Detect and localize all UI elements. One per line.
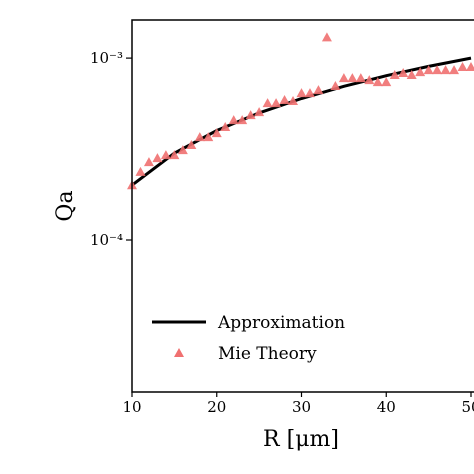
mie-point — [440, 65, 451, 75]
legend-marker — [174, 348, 184, 357]
mie-point — [466, 62, 474, 72]
mie-point — [330, 81, 341, 91]
mie-point — [254, 107, 265, 117]
legend-label: Approximation — [217, 313, 345, 333]
x-tick-label: 50 — [461, 398, 474, 416]
mie-point — [135, 166, 146, 176]
mie-point — [186, 139, 197, 149]
approximation-line — [131, 56, 472, 187]
mie-point — [372, 77, 383, 87]
y-axis-label: Qa — [53, 190, 78, 221]
x-tick-label: 30 — [292, 398, 311, 416]
mie-point — [449, 65, 460, 75]
mie-point — [279, 95, 290, 105]
y-tick-label: 10⁻⁴ — [90, 231, 123, 249]
mie-point — [228, 115, 239, 125]
mie-point — [160, 150, 171, 160]
mie-point — [245, 110, 256, 120]
mie-point — [432, 65, 443, 75]
mie-point — [381, 77, 392, 87]
mie-point — [338, 73, 349, 83]
mie-point — [288, 96, 299, 106]
mie-point — [415, 67, 426, 77]
legend-label: Mie Theory — [218, 344, 317, 364]
mie-point — [296, 88, 307, 98]
mie-point — [321, 32, 332, 42]
mie-point — [423, 65, 434, 75]
mie-point — [355, 73, 366, 83]
mie-point — [262, 98, 273, 108]
mie-point — [211, 128, 222, 138]
mie-point — [169, 150, 180, 160]
mie-point — [177, 145, 188, 155]
mie-point — [220, 122, 231, 132]
mie-point — [398, 68, 409, 78]
x-tick-label: 20 — [207, 398, 226, 416]
mie-point — [152, 153, 163, 163]
mie-point — [304, 88, 315, 98]
mie-point — [313, 85, 324, 95]
plot-frame — [131, 19, 474, 393]
mie-point — [271, 98, 282, 108]
x-axis-label: R [μm] — [263, 427, 339, 452]
mie-point — [347, 73, 358, 83]
x-tick-label: 40 — [377, 398, 396, 416]
mie-point — [143, 157, 154, 167]
mie-point — [406, 70, 417, 80]
x-tick-label: 10 — [122, 398, 141, 416]
mie-point — [389, 70, 400, 80]
mie-point — [194, 132, 205, 142]
y-tick-label: 10⁻³ — [90, 49, 123, 67]
mie-point — [457, 62, 468, 72]
mie-point — [203, 132, 214, 142]
mie-point — [237, 115, 248, 125]
mie-point — [364, 75, 375, 85]
